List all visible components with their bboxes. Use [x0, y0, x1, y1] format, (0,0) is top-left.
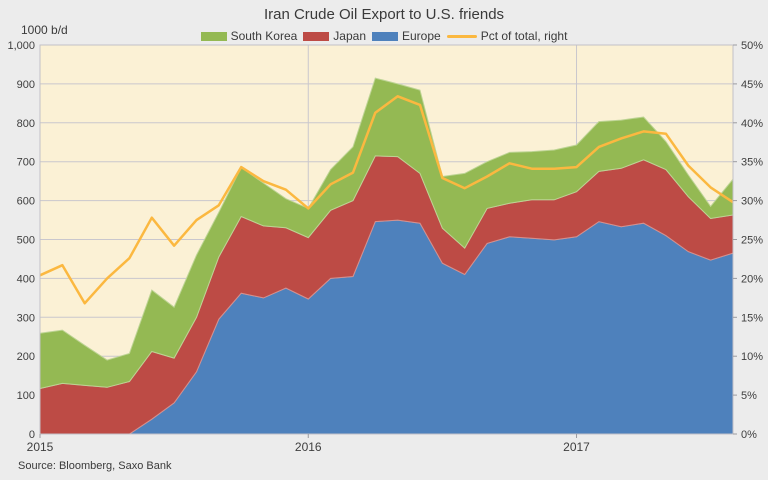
y-axis-right-tick-label: 15%	[741, 312, 763, 324]
y-axis-right-tick-label: 50%	[741, 40, 763, 52]
y-axis-right-tick-label: 5%	[741, 390, 757, 402]
y-axis-left-tick-label: 1,000	[7, 40, 35, 52]
legend-item-south-korea: South Korea	[200, 29, 298, 43]
legend-label-pct-line: Pct of total, right	[480, 29, 568, 43]
y-axis-left-tick-label: 900	[17, 79, 35, 91]
y-axis-right-tick-label: 35%	[741, 157, 763, 169]
y-axis-right-tick-label: 10%	[741, 351, 763, 363]
left-axis-unit-label: 1000 b/d	[21, 23, 68, 37]
y-axis-left-tick-label: 600	[17, 196, 35, 208]
legend-item-europe: Europe	[372, 29, 441, 43]
x-axis-year-label: 2017	[563, 440, 590, 454]
y-axis-right-tick-label: 20%	[741, 273, 763, 285]
x-axis-year-label: 2015	[27, 440, 54, 454]
y-axis-right-tick-label: 25%	[741, 235, 763, 247]
y-axis-right-tick-label: 30%	[741, 196, 763, 208]
y-axis-left-tick-label: 500	[17, 235, 35, 247]
y-axis-left-tick-label: 200	[17, 351, 35, 363]
y-axis-left-tick-label: 800	[17, 118, 35, 130]
pct-of-total-line	[39, 95, 734, 305]
y-axis-right-tick-label: 45%	[741, 79, 763, 91]
chart-title: Iran Crude Oil Export to U.S. friends	[263, 6, 505, 23]
pct-line-swatch-icon	[446, 34, 477, 38]
y-axis-left-tick-label: 400	[17, 273, 35, 285]
legend-item-japan: Japan	[303, 29, 366, 43]
south-korea-swatch-icon	[200, 31, 227, 41]
europe-swatch-icon	[372, 31, 398, 41]
x-axis-year-label: 2016	[295, 440, 322, 454]
japan-swatch-icon	[303, 31, 330, 41]
y-axis-right-tick-label: 0%	[741, 429, 757, 441]
legend-item-pct-line: Pct of total, right	[446, 29, 568, 43]
y-axis-right-tick-label: 40%	[741, 118, 763, 130]
y-axis-left-tick-label: 300	[17, 312, 35, 324]
y-axis-left-tick-label: 0	[29, 429, 35, 441]
legend: South Korea Japan Europe Pct of total, r…	[0, 29, 768, 43]
legend-label-japan: Japan	[333, 29, 366, 43]
source-text: Source: Bloomberg, Saxo Bank	[18, 460, 172, 472]
y-axis-left-tick-label: 100	[17, 390, 35, 402]
y-axis-left-tick-label: 700	[17, 157, 35, 169]
legend-label-europe: Europe	[402, 29, 441, 43]
legend-label-south-korea: South Korea	[230, 29, 298, 43]
